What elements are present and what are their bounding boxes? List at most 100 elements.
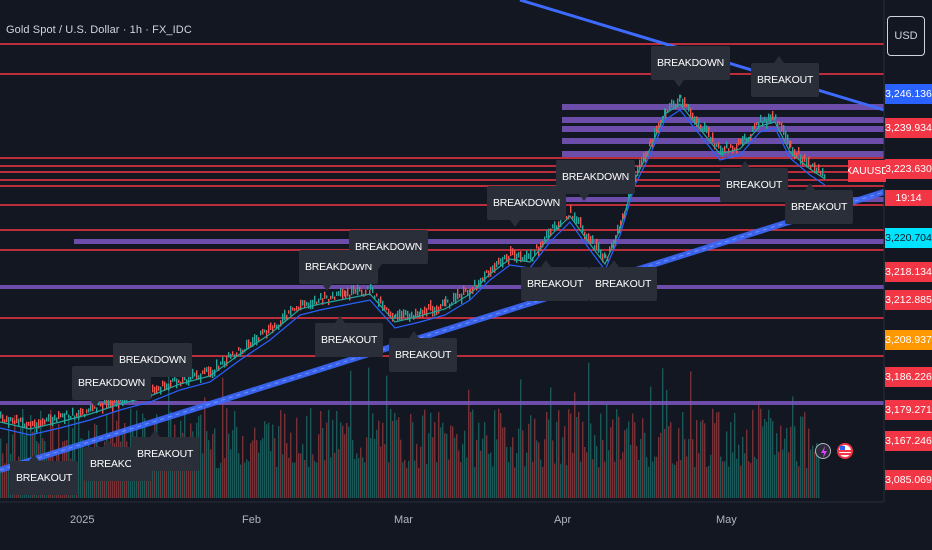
volume-bar [292,462,294,498]
volume-bar [252,440,254,498]
candle [170,380,172,388]
us-flag-icon[interactable] [837,443,853,459]
volume-bar [620,459,622,498]
volume-bar [740,465,742,498]
candle [266,330,268,339]
price-label: 3,167.246 [885,431,932,451]
price-label: 3,208.937 [885,330,932,350]
candle [498,257,500,265]
candle [154,386,156,395]
candle [734,147,736,151]
volume-bar [264,421,266,498]
volume-bar [770,417,772,498]
breakout-signal-label: BREAKOUT [10,461,79,495]
volume-bar [676,461,678,498]
volume-bar [772,421,774,498]
volume-bar [262,438,264,498]
candle [673,100,675,110]
volume-bar [760,408,762,498]
volume-bar [4,463,6,498]
volume-bar [428,433,430,498]
candle [516,253,518,263]
candle [582,225,584,233]
volume-bar [164,447,166,498]
candle [808,156,810,167]
volume-bar [552,440,554,498]
volume-bar [642,418,644,498]
candle [656,125,658,134]
volume-bar [498,408,500,498]
candle [326,295,328,299]
breakout-pointer [335,316,345,323]
volume-bar [358,457,360,498]
breakout-signal-label: BREAKOUT [389,338,458,372]
volume-bar [756,459,758,498]
candle [298,306,300,311]
volume-bar [492,466,494,498]
time-label: 2025 [70,514,95,526]
candle [444,299,446,307]
volume-bar [646,457,648,498]
volume-bar [784,438,786,498]
symbol-price-tag: XAUUSD [848,160,886,182]
candle [534,249,536,257]
candle [168,383,170,391]
volume-bar [82,438,84,498]
volume-bar [58,423,60,498]
volume-bar [446,433,448,498]
breakout-signal-label: BREAKOUT [785,190,854,224]
candle [459,293,461,298]
volume-bar [706,467,708,498]
volume-bar [566,465,568,498]
volume-bar [326,422,328,498]
volume-bar [606,403,608,498]
candle [344,290,346,297]
candle [708,127,710,138]
candle [274,322,276,329]
candle [822,168,824,177]
volume-bar [530,415,532,498]
volume-bar [268,422,270,498]
breakout-pointer [805,183,815,190]
volume-bar [684,439,686,498]
candle [204,367,206,375]
volume-bar [604,461,606,498]
volume-bar [744,453,746,498]
candle [222,356,224,365]
volume-bar [806,467,808,498]
volume-bar [522,430,524,498]
volume-bar [232,430,234,498]
volume-bar [714,423,716,498]
volume-bar [394,412,396,498]
volume-bar [336,411,338,498]
candle [428,303,430,310]
volume-bar [302,444,304,498]
candle [764,116,766,122]
volume-bar [310,408,312,498]
candle [738,138,740,146]
candle [415,308,417,318]
volume-bar [454,437,456,498]
candle [290,305,292,316]
candle [220,361,222,365]
volume-bar [660,432,662,498]
candle [365,289,367,296]
candle [190,373,192,381]
candle [556,225,558,230]
volume-bar [412,422,414,498]
candle [671,99,673,108]
candle [254,334,256,345]
volume-bar [430,412,432,498]
candle [818,164,820,174]
candle [536,244,538,249]
volume-bar [622,452,624,498]
candle [40,419,42,427]
candle [355,288,357,294]
currency-button[interactable]: USD [887,16,925,56]
lightning-icon[interactable] [815,443,831,459]
volume-bar [354,459,356,498]
volume-bar [634,422,636,498]
candle [46,417,48,422]
volume-bar [670,422,672,498]
